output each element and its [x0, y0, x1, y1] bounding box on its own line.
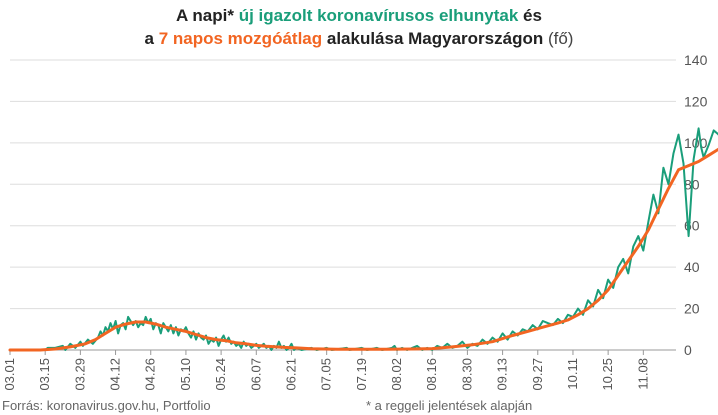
y-tick-label-120: 120 — [684, 93, 708, 109]
x-tick-label-07.19: 07.19 — [354, 358, 369, 391]
y-tick-label-40: 40 — [684, 259, 700, 275]
x-tick-label-04.12: 04.12 — [108, 358, 123, 391]
chart-title-line-1: A napi* új igazolt koronavírusos elhunyt… — [0, 4, 718, 27]
source-note: Forrás: koronavirus.gov.hu, Portfolio — [2, 398, 211, 413]
x-tick-label-10.25: 10.25 — [600, 358, 615, 391]
y-tick-label-0: 0 — [684, 342, 692, 358]
y-tick-label-20: 20 — [684, 301, 700, 317]
x-tick-label-08.02: 08.02 — [389, 358, 404, 391]
x-tick-label-03.01: 03.01 — [2, 358, 17, 391]
x-tick-label-08.30: 08.30 — [459, 358, 474, 391]
x-tick-label-03.15: 03.15 — [37, 358, 52, 391]
title-line-2-avg-1: 7 napos mozgóátlag — [158, 29, 323, 48]
x-tick-label-09.13: 09.13 — [495, 358, 510, 391]
x-tick-label-04.26: 04.26 — [143, 358, 158, 391]
chart-title-line-2: a 7 napos mozgóátlag alakulása Magyarors… — [0, 27, 718, 50]
x-tick-label-06.07: 06.07 — [248, 358, 263, 391]
title-line-2-text-2: alakulása Magyarországon — [322, 29, 548, 48]
title-line-1-text-0: A napi* — [176, 6, 239, 25]
x-tick-label-10.11: 10.11 — [565, 358, 580, 390]
x-tick-label-05.10: 05.10 — [178, 358, 193, 391]
y-tick-label-140: 140 — [684, 52, 708, 68]
x-tick-label-03.29: 03.29 — [72, 358, 87, 391]
chart-title: A napi* új igazolt koronavírusos elhunyt… — [0, 4, 718, 50]
x-tick-label-05.24: 05.24 — [213, 358, 228, 391]
y-tick-label-60: 60 — [684, 218, 700, 234]
title-line-1-daily-1: új igazolt koronavírusos elhunytak — [238, 6, 519, 25]
x-tick-label-06.21: 06.21 — [283, 358, 298, 391]
x-tick-label-07.05: 07.05 — [319, 358, 334, 391]
series-line-avg — [8, 147, 718, 352]
title-line-2-unit-3: (fő) — [547, 29, 574, 48]
x-tick-label-08.16: 08.16 — [424, 358, 439, 391]
title-line-2-text-0: a — [144, 29, 159, 48]
footnote: * a reggeli jelentések alapján — [366, 398, 533, 413]
x-tick-label-09.27: 09.27 — [530, 358, 545, 391]
x-tick-label-11.08: 11.08 — [635, 358, 650, 390]
title-line-1-text-2: és — [518, 6, 542, 25]
